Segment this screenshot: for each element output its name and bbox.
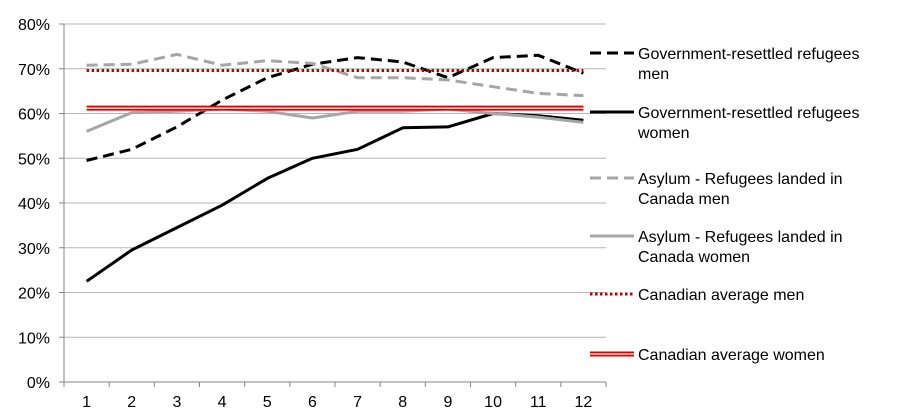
- x-tick-label: 9: [443, 394, 452, 410]
- x-tick-label: 4: [218, 394, 227, 410]
- x-tick-label: 7: [353, 394, 362, 410]
- x-tick-label: 1: [82, 394, 91, 410]
- series-line-3: [86, 52, 584, 98]
- y-tick-label: 40%: [18, 196, 50, 213]
- y-tick-label: 30%: [18, 241, 50, 258]
- y-tick-label: 70%: [18, 62, 50, 79]
- legend-label: Government-resettled refugees: [638, 46, 859, 63]
- series-line-1: [86, 53, 584, 162]
- series-lines: [85, 52, 584, 283]
- y-tick-label: 60%: [18, 107, 50, 124]
- series-line-2: [85, 112, 584, 283]
- y-tick-label: 20%: [18, 286, 50, 303]
- x-tick-label: 8: [398, 394, 407, 410]
- legend-label: women: [637, 125, 690, 142]
- y-tick-labels: 0% 10% 20% 30% 40% 50% 60% 70% 80%: [18, 17, 50, 392]
- x-tick-labels: 1 2 3 4 5 6 7 8 9 10 11 12: [82, 394, 593, 411]
- axes: [59, 23, 607, 387]
- series-line-4: [86, 107, 584, 133]
- legend-label: Canada women: [638, 249, 750, 266]
- x-tick-label: 6: [308, 394, 317, 410]
- x-tick-label: 5: [263, 394, 272, 410]
- x-tick-label: 3: [172, 394, 181, 410]
- legend-label: men: [638, 66, 669, 83]
- x-tick-label: 11: [530, 394, 547, 410]
- y-tick-label: 80%: [18, 17, 50, 34]
- legend-label: Canada men: [638, 191, 730, 208]
- legend-label: Canadian average men: [638, 287, 804, 304]
- legend-label: Asylum - Refugees landed in: [638, 171, 843, 188]
- x-tick-label: 12: [575, 394, 593, 410]
- x-tick-label: 2: [127, 394, 136, 410]
- gridlines: [64, 23, 606, 338]
- y-tick-label: 10%: [18, 330, 50, 347]
- y-tick-label: 0%: [27, 375, 50, 392]
- legend-label: Government-resettled refugees: [638, 105, 859, 122]
- legend-label: Asylum - Refugees landed in: [638, 229, 843, 246]
- legend-label: Canadian average women: [638, 347, 825, 364]
- legend: Government-resettled refugees men Governme…: [590, 46, 859, 364]
- y-tick-label: 50%: [18, 151, 50, 168]
- x-tick-label: 10: [484, 394, 502, 410]
